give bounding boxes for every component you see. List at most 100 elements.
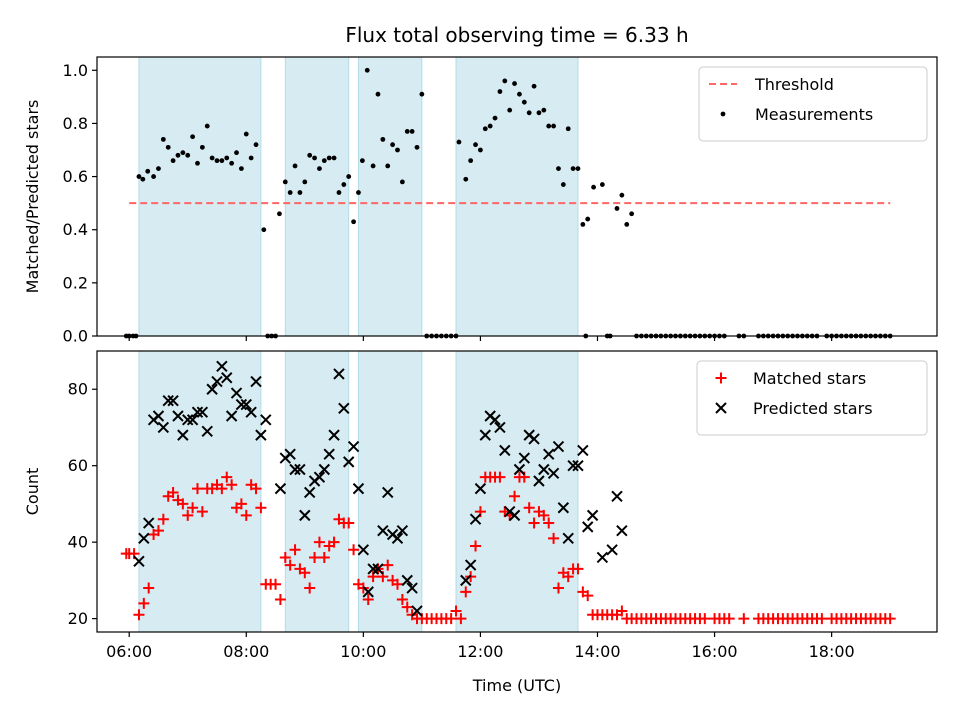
observing-window-band	[138, 56, 262, 337]
data-point	[346, 174, 352, 179]
data-point	[143, 582, 155, 594]
y-tick-label: 0.0	[63, 327, 88, 346]
plot-frame	[96, 350, 938, 633]
y-tick-label: 0.4	[63, 220, 88, 239]
data-point	[297, 190, 303, 195]
data-point	[348, 544, 360, 556]
data-point	[238, 166, 244, 172]
data-point	[406, 582, 418, 594]
data-point	[336, 190, 342, 195]
data-point	[156, 166, 161, 172]
data-point	[551, 123, 556, 129]
legend-dot-swatch	[720, 111, 726, 117]
data-point	[382, 559, 394, 571]
data-point	[528, 433, 540, 445]
data-point	[157, 421, 170, 434]
data-point	[136, 174, 142, 179]
data-point	[177, 429, 189, 441]
data-point	[351, 219, 356, 225]
data-point	[328, 536, 340, 548]
legend-box	[698, 66, 928, 142]
data-point	[221, 372, 233, 384]
data-point	[235, 398, 248, 411]
data-point	[240, 398, 252, 411]
data-point	[356, 190, 361, 195]
data-point	[494, 421, 506, 434]
data-point	[313, 471, 326, 483]
data-point	[318, 463, 331, 476]
data-point	[261, 227, 267, 233]
y-tick-label: 20	[68, 609, 88, 628]
data-point	[274, 594, 286, 606]
data-point	[199, 144, 205, 150]
data-point	[219, 158, 225, 164]
legend-label: Matched stars	[753, 369, 866, 388]
data-point	[512, 81, 517, 86]
data-point	[289, 544, 301, 556]
data-point	[577, 444, 589, 457]
data-point	[474, 482, 487, 495]
data-point	[317, 166, 322, 172]
data-point	[133, 609, 145, 621]
data-point	[338, 402, 350, 415]
data-point	[359, 158, 365, 164]
data-point	[542, 448, 555, 460]
data-point	[562, 532, 574, 545]
data-point	[509, 490, 521, 502]
data-point	[230, 387, 243, 399]
data-point	[401, 574, 413, 587]
observing-window-band	[284, 350, 350, 633]
y-axis-label: Count	[23, 468, 42, 516]
data-point	[619, 192, 625, 198]
data-point	[543, 517, 555, 529]
chart-title: Flux total observing time = 6.33 h	[345, 23, 688, 47]
data-point	[478, 147, 483, 153]
data-point	[138, 532, 150, 545]
data-point	[191, 483, 203, 495]
data-point	[229, 160, 235, 166]
data-point	[390, 142, 396, 148]
data-point	[211, 375, 223, 388]
data-point	[152, 525, 164, 537]
data-point	[616, 524, 628, 537]
data-point	[396, 594, 408, 606]
data-point	[502, 78, 508, 84]
data-point	[556, 166, 561, 172]
y-axis-label: Matched/Predicted stars	[23, 100, 42, 294]
data-point	[196, 506, 208, 518]
top-panel: 0.0 0.2 0.4 0.6 0.8 1.0 Flux total observing t…	[23, 23, 938, 346]
data-point	[513, 463, 526, 476]
bottom-panel: 20 40 60 80 06:00 08:00 10:00 12:00 14:00 16:00 18…	[23, 350, 938, 695]
data-point	[385, 163, 391, 169]
data-point	[279, 551, 291, 563]
data-point	[552, 440, 565, 453]
data-point	[172, 410, 184, 422]
data-point	[531, 83, 537, 89]
data-point	[195, 160, 200, 166]
data-point	[352, 482, 365, 495]
data-point	[614, 206, 620, 211]
data-point	[606, 544, 618, 556]
data-point	[473, 142, 478, 148]
data-point	[331, 155, 337, 161]
data-point	[367, 563, 379, 575]
data-point	[538, 463, 550, 476]
data-point	[342, 456, 355, 468]
data-point	[586, 509, 599, 522]
data-point	[518, 452, 531, 464]
legend-label: Threshold	[754, 75, 834, 94]
data-point	[548, 532, 560, 544]
data-point	[138, 597, 150, 609]
observing-window-band	[357, 350, 423, 633]
data-point	[243, 131, 249, 137]
data-point	[456, 139, 462, 145]
data-point	[541, 107, 547, 113]
data-point	[292, 163, 298, 169]
data-point	[391, 532, 404, 545]
data-point	[468, 158, 474, 164]
data-point	[162, 394, 174, 407]
data-point	[214, 158, 220, 164]
data-point	[167, 486, 179, 498]
data-point	[489, 414, 501, 426]
data-point	[372, 563, 384, 575]
